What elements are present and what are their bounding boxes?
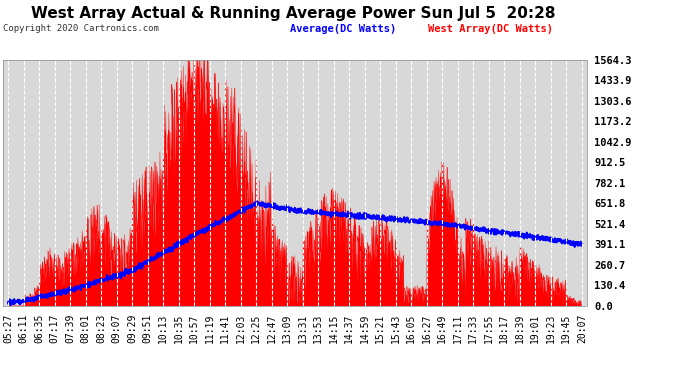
Text: Copyright 2020 Cartronics.com: Copyright 2020 Cartronics.com — [3, 24, 159, 33]
Text: West Array(DC Watts): West Array(DC Watts) — [428, 24, 553, 34]
Text: West Array Actual & Running Average Power Sun Jul 5  20:28: West Array Actual & Running Average Powe… — [31, 6, 555, 21]
Text: Average(DC Watts): Average(DC Watts) — [290, 24, 396, 34]
